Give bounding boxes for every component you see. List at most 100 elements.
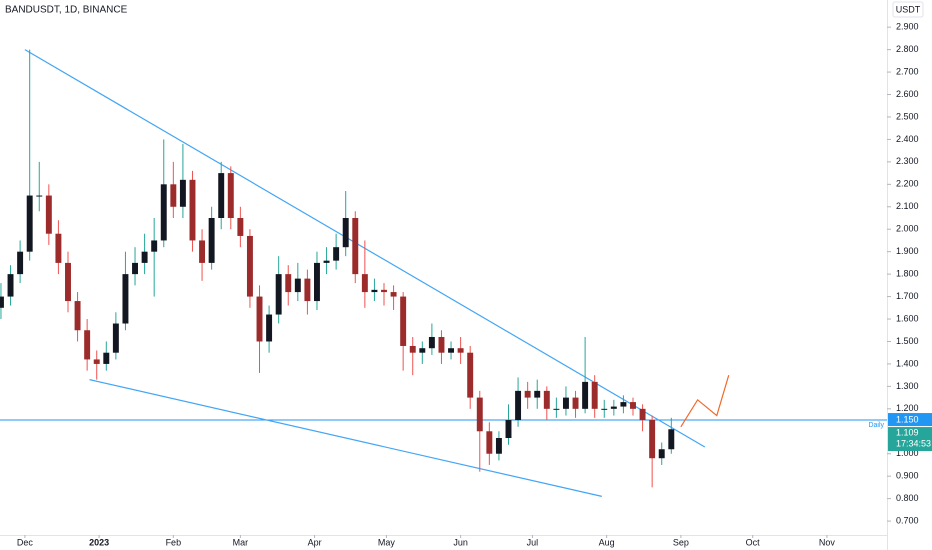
- candle-body: [562, 397, 569, 409]
- y-tick-label: 2.800: [896, 44, 919, 54]
- y-tick-label: 1.300: [896, 381, 919, 391]
- candle-body: [630, 402, 636, 409]
- x-tick-label: May: [378, 537, 396, 547]
- candle-body: [476, 397, 483, 432]
- candle-body: [227, 173, 234, 218]
- y-tick-label: 2.000: [896, 224, 919, 234]
- candle-body: [658, 449, 665, 459]
- candle-body: [534, 390, 541, 398]
- candle-body: [275, 274, 282, 315]
- candle-body: [7, 274, 14, 297]
- candle-body: [515, 390, 522, 421]
- y-tick-label: 1.400: [896, 358, 919, 368]
- candle-body: [601, 408, 608, 410]
- y-tick-label: 1.700: [896, 291, 919, 301]
- price-label-box: [888, 413, 932, 427]
- y-tick-label: 2.600: [896, 89, 919, 99]
- candle-body: [639, 408, 646, 421]
- candle-body: [26, 195, 33, 252]
- plot-area: [0, 49, 887, 497]
- candle-body: [649, 420, 656, 459]
- candle-body: [151, 240, 158, 252]
- x-tick-label: Apr: [308, 537, 322, 547]
- y-tick-label: 2.200: [896, 179, 919, 189]
- candle-body: [582, 381, 589, 409]
- trend-line: [89, 379, 603, 497]
- y-tick-label: 0.900: [896, 471, 919, 481]
- candle-body: [572, 397, 579, 409]
- y-tick-label: 1.800: [896, 268, 919, 278]
- chart-title: BANDUSDT, 1D, BINANCE: [5, 5, 128, 16]
- candle-body: [208, 217, 215, 263]
- last-price: 1.109: [896, 427, 919, 437]
- candle-body: [361, 274, 368, 293]
- candle-body: [218, 173, 225, 218]
- y-tick-label: 2.300: [896, 156, 919, 166]
- candle-body: [141, 251, 148, 263]
- y-tick-label: 2.900: [896, 22, 919, 32]
- currency[interactable]: USDT: [896, 4, 921, 14]
- x-tick-label: Sep: [673, 537, 689, 547]
- candle-body: [160, 184, 167, 241]
- candle-body: [323, 260, 330, 263]
- y-tick-label: 1.200: [896, 403, 919, 413]
- last-price-box: [888, 427, 932, 452]
- candle-body: [189, 179, 196, 241]
- candle-body: [352, 217, 359, 275]
- candle-body: [45, 195, 52, 234]
- candle-body: [668, 429, 675, 450]
- candle-body: [170, 184, 177, 207]
- candle-body: [620, 402, 627, 407]
- candle-body: [390, 292, 397, 297]
- candle-body: [132, 262, 138, 275]
- candle-body: [84, 330, 91, 360]
- candle-body: [438, 336, 445, 353]
- candle-body: [246, 235, 253, 297]
- candle-body: [17, 251, 24, 275]
- candle-body: [65, 262, 71, 302]
- y-tick-label: 1.500: [896, 336, 919, 346]
- candle-body: [0, 296, 4, 308]
- y-tick-label: 1.000: [896, 448, 919, 458]
- candle-body: [199, 240, 206, 263]
- currency-box[interactable]: [892, 1, 924, 18]
- countdown: 17:34:53: [896, 438, 931, 448]
- candle-body: [179, 179, 186, 207]
- candle-body: [400, 296, 407, 346]
- candle-body: [237, 217, 244, 236]
- candle-body: [486, 431, 493, 454]
- candle-body: [112, 323, 119, 353]
- y-tick-label: 1.900: [896, 246, 919, 256]
- x-tick-label: Jul: [527, 537, 539, 547]
- x-tick-label: Nov: [819, 537, 836, 547]
- candle-body: [457, 348, 464, 353]
- candle-body: [333, 247, 340, 261]
- x-tick-label: Oct: [746, 537, 761, 547]
- candle-body: [505, 420, 512, 439]
- candle-body: [256, 296, 263, 342]
- x-tick-label: Jun: [453, 537, 468, 547]
- y-tick-label: 2.100: [896, 201, 919, 211]
- candle-body: [93, 359, 100, 364]
- candle-body: [610, 406, 617, 409]
- candle-body: [428, 336, 435, 349]
- candle-body: [495, 438, 502, 454]
- x-tick-label: Mar: [233, 537, 249, 547]
- candle-body: [294, 278, 301, 293]
- candle-body: [55, 233, 62, 263]
- y-tick-label: 2.400: [896, 134, 919, 144]
- y-tick-label: 2.500: [896, 111, 919, 121]
- candle-body: [266, 314, 273, 342]
- x-tick-label: Dec: [17, 537, 34, 547]
- candle-body: [409, 345, 416, 353]
- candle-body: [342, 217, 349, 248]
- candle-body: [591, 381, 598, 409]
- candle-body: [553, 408, 560, 410]
- candle-body: [122, 274, 129, 324]
- candle-body: [36, 195, 43, 197]
- y-tick-label: 2.700: [896, 66, 919, 76]
- trend-line: [680, 374, 730, 428]
- candle-body: [103, 352, 110, 364]
